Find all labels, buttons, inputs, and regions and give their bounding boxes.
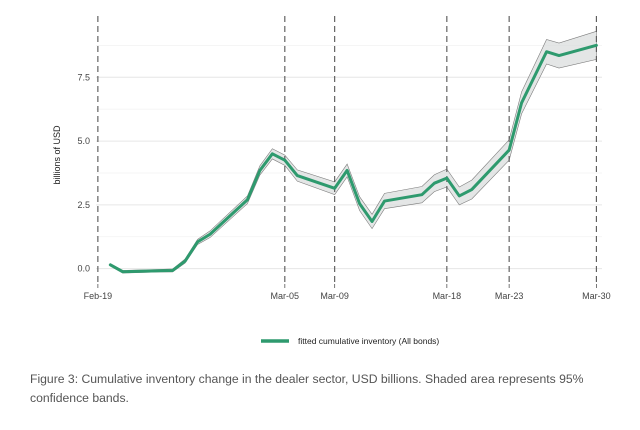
x-tick-label: Mar-09 xyxy=(320,291,349,301)
x-tick-label: Mar-18 xyxy=(433,291,462,301)
y-tick-label: 2.5 xyxy=(77,200,90,210)
x-tick-label: Mar-05 xyxy=(271,291,300,301)
event-line-layer xyxy=(97,16,597,284)
chart: 0.0 2.5 5.0 7.5 Feb-19 Mar-05 Mar-09 Mar-18 Mar… xyxy=(52,16,611,346)
figure-caption: Figure 3: Cumulative inventory change in… xyxy=(30,372,584,405)
legend: fitted cumulative inventory (All bonds) xyxy=(261,336,439,346)
y-tick-label: 7.5 xyxy=(77,72,90,82)
y-tick-label: 5.0 xyxy=(77,136,90,146)
x-tick-labels: Feb-19 Mar-05 Mar-09 Mar-18 Mar-23 Mar-30 xyxy=(84,284,611,301)
y-axis-title: billions of USD xyxy=(52,125,62,185)
x-tick-label: Feb-19 xyxy=(84,291,113,301)
x-tick-label: Mar-23 xyxy=(495,291,524,301)
grid-major xyxy=(96,76,602,270)
grid-minor xyxy=(96,44,602,238)
x-tick-label: Mar-30 xyxy=(582,291,611,301)
y-tick-label: 0.0 xyxy=(77,264,90,274)
legend-label: fitted cumulative inventory (All bonds) xyxy=(298,336,439,346)
series-line-layer xyxy=(108,43,598,274)
y-tick-labels: 0.0 2.5 5.0 7.5 xyxy=(77,72,90,273)
series-line xyxy=(108,43,598,274)
